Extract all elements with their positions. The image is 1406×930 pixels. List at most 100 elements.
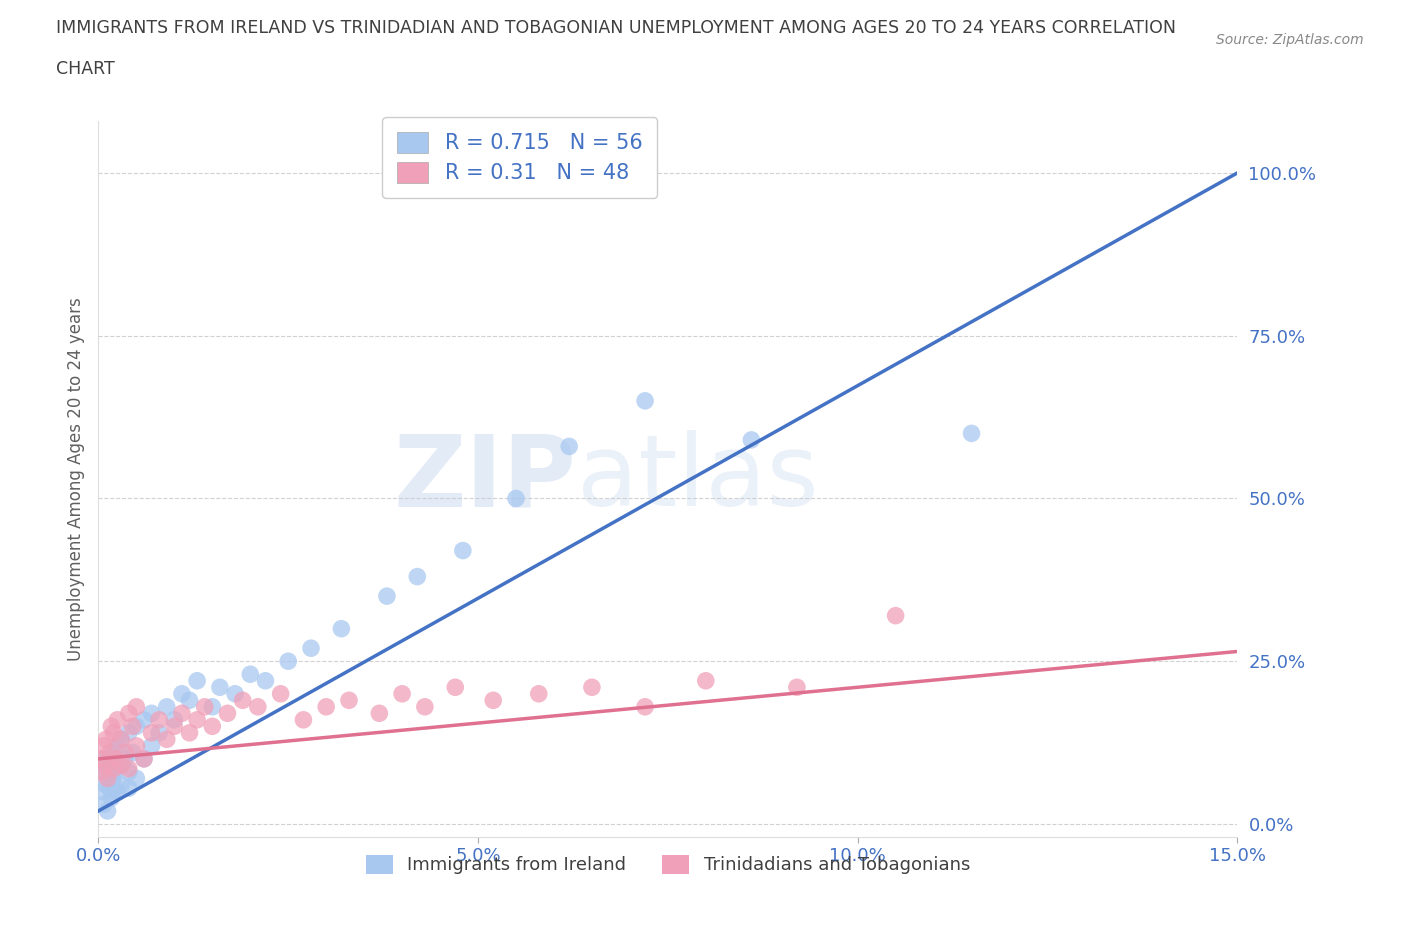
Point: [132, 751, 155, 766]
Point: [93, 738, 115, 753]
Point: [451, 543, 474, 558]
Point: [101, 774, 124, 789]
Point: [270, 686, 292, 701]
Point: [368, 706, 391, 721]
Point: [179, 725, 201, 740]
Point: [118, 761, 141, 776]
Point: [558, 439, 581, 454]
Point: [148, 712, 170, 727]
Point: [110, 758, 132, 773]
Point: [337, 693, 360, 708]
Point: [100, 790, 122, 805]
Point: [201, 719, 224, 734]
Point: [141, 706, 163, 721]
Point: [107, 712, 129, 727]
Point: [125, 771, 148, 786]
Point: [163, 719, 186, 734]
Point: [110, 732, 132, 747]
Point: [156, 699, 179, 714]
Point: [132, 751, 155, 766]
Point: [107, 784, 129, 799]
Y-axis label: Unemployment Among Ages 20 to 24 years: Unemployment Among Ages 20 to 24 years: [66, 297, 84, 661]
Point: [505, 491, 527, 506]
Point: [96, 804, 118, 818]
Point: [125, 719, 148, 734]
Point: [375, 589, 398, 604]
Point: [960, 426, 983, 441]
Point: [141, 738, 163, 753]
Point: [179, 693, 201, 708]
Point: [406, 569, 429, 584]
Point: [217, 706, 239, 721]
Point: [634, 699, 657, 714]
Point: [208, 680, 231, 695]
Point: [186, 673, 208, 688]
Point: [103, 784, 125, 799]
Point: [98, 745, 121, 760]
Point: [98, 751, 121, 766]
Point: [93, 797, 115, 812]
Text: ZIP: ZIP: [394, 431, 576, 527]
Point: [104, 761, 127, 776]
Point: [292, 712, 315, 727]
Text: Source: ZipAtlas.com: Source: ZipAtlas.com: [1216, 33, 1364, 46]
Point: [93, 751, 115, 766]
Point: [413, 699, 436, 714]
Point: [107, 738, 129, 753]
Point: [97, 771, 120, 786]
Text: atlas: atlas: [576, 431, 818, 527]
Point: [118, 764, 141, 779]
Point: [330, 621, 353, 636]
Point: [110, 777, 132, 792]
Point: [118, 725, 141, 740]
Point: [104, 751, 127, 766]
Point: [98, 781, 121, 796]
Point: [391, 686, 413, 701]
Text: CHART: CHART: [56, 60, 115, 78]
Point: [100, 764, 122, 779]
Point: [482, 693, 505, 708]
Point: [254, 673, 277, 688]
Point: [239, 667, 262, 682]
Point: [695, 673, 717, 688]
Point: [170, 686, 193, 701]
Point: [94, 777, 117, 792]
Point: [94, 732, 117, 747]
Point: [148, 725, 170, 740]
Point: [103, 768, 125, 783]
Point: [163, 712, 186, 727]
Point: [156, 732, 179, 747]
Point: [91, 764, 114, 779]
Point: [103, 745, 125, 760]
Point: [299, 641, 322, 656]
Point: [141, 725, 163, 740]
Point: [186, 712, 208, 727]
Legend: Immigrants from Ireland, Trinidadians and Tobagonians: Immigrants from Ireland, Trinidadians an…: [359, 848, 977, 882]
Point: [125, 699, 148, 714]
Point: [444, 680, 467, 695]
Point: [100, 719, 122, 734]
Point: [315, 699, 337, 714]
Point: [101, 755, 124, 770]
Point: [110, 758, 132, 773]
Point: [90, 751, 112, 766]
Point: [277, 654, 299, 669]
Point: [786, 680, 808, 695]
Point: [114, 751, 136, 766]
Point: [96, 771, 118, 786]
Point: [118, 781, 141, 796]
Point: [103, 761, 125, 776]
Point: [103, 725, 125, 740]
Point: [246, 699, 269, 714]
Point: [125, 738, 148, 753]
Text: IMMIGRANTS FROM IRELAND VS TRINIDADIAN AND TOBAGONIAN UNEMPLOYMENT AMONG AGES 20: IMMIGRANTS FROM IRELAND VS TRINIDADIAN A…: [56, 19, 1177, 36]
Point: [224, 686, 246, 701]
Point: [132, 712, 155, 727]
Point: [740, 432, 762, 447]
Point: [118, 706, 141, 721]
Point: [527, 686, 550, 701]
Point: [94, 758, 117, 773]
Point: [110, 732, 132, 747]
Point: [201, 699, 224, 714]
Point: [94, 758, 117, 773]
